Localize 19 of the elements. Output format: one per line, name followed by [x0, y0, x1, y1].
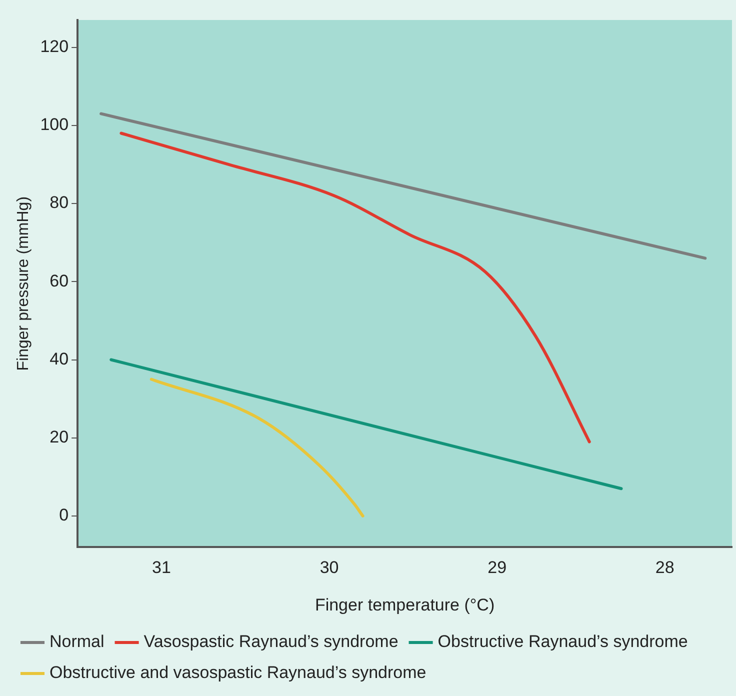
y-axis-title: Finger pressure (mmHg) [15, 196, 32, 371]
x-axis-title: Finger temperature (°C) [314, 595, 495, 614]
legend-label: Obstructive Raynaud’s syndrome [438, 632, 688, 652]
x-tick-label: 28 [655, 558, 674, 578]
y-tick-label: 20 [50, 428, 69, 447]
y-tick-label: 40 [50, 349, 69, 368]
y-tick-label: 60 [50, 271, 69, 290]
x-tick-label: 31 [152, 558, 171, 578]
y-tick-label: 120 [40, 37, 69, 56]
legend-label: Vasospastic Raynaud’s syndrome [144, 632, 398, 652]
x-tick-label: 30 [320, 558, 339, 578]
legend-label: Normal [50, 632, 104, 652]
line-series [120, 132, 591, 444]
y-tick-label: 0 [59, 506, 69, 525]
legend-label: Obstructive and vasospastic Raynaud’s syndrome [50, 663, 426, 682]
y-tick-label: 80 [50, 193, 69, 212]
line-series [150, 378, 364, 518]
y-tick-label: 100 [40, 115, 69, 134]
x-tick-label: 29 [488, 558, 507, 578]
